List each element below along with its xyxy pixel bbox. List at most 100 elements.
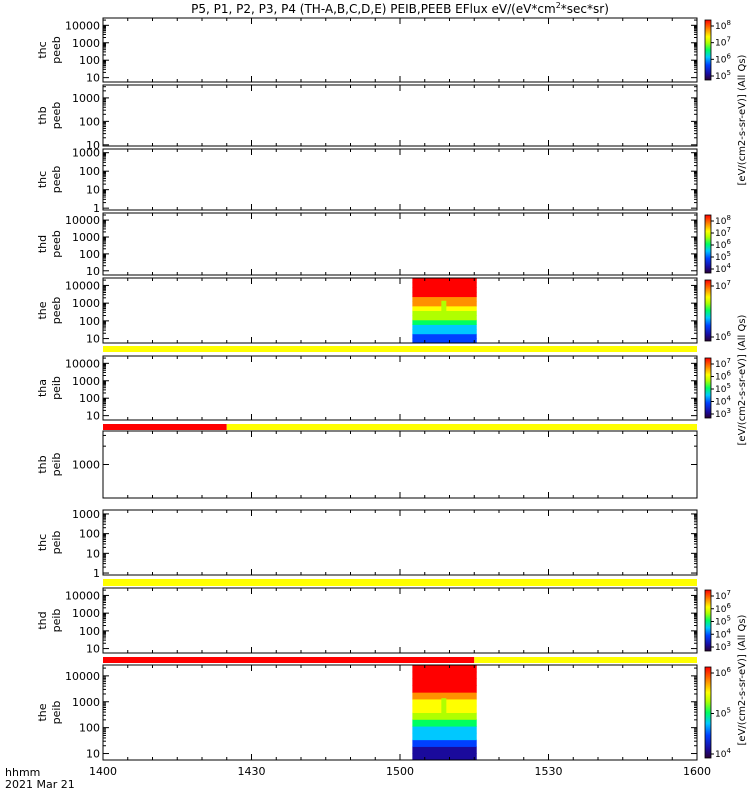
- probe-label: the: [36, 703, 49, 721]
- colorbar-tick-label: 103: [715, 640, 731, 653]
- plot-frame: [102, 509, 698, 576]
- spectrogram-cell: [412, 739, 477, 747]
- y-tick-label: 100: [79, 528, 100, 541]
- colorbar-tick-label: 106: [715, 370, 731, 383]
- spectrogram-cell: [412, 278, 477, 284]
- colorbar-tick-label: 107: [715, 357, 731, 370]
- spectrogram-cell: [412, 333, 477, 339]
- y-tick-label: 1: [93, 567, 100, 580]
- status-bar-segment: [103, 657, 475, 663]
- status-bar-segment: [103, 579, 697, 586]
- spectrogram-cell: [412, 685, 477, 693]
- colorbar: [704, 279, 712, 342]
- spectrogram-cell: [412, 678, 477, 686]
- colorbar-tick-label: 105: [715, 615, 731, 628]
- status-bar-segment: [103, 424, 227, 430]
- y-tick-label: 10000: [65, 589, 100, 602]
- spectrogram-cell: [412, 671, 477, 680]
- colorbar: [704, 19, 712, 81]
- y-tick-label: 1: [93, 202, 100, 215]
- y-tick-label: 100: [79, 722, 100, 735]
- probe-label: thc: [36, 171, 49, 188]
- y-tick-label: 10: [86, 265, 100, 278]
- plot-frame: [102, 664, 698, 761]
- y-tick-label: 1000: [72, 508, 100, 521]
- instrument-label: peib: [50, 453, 63, 477]
- spectrogram-cell: [412, 746, 477, 754]
- chart-title: P5, P1, P2, P3, P4 (TH-A,B,C,D,E) PEIB,P…: [191, 1, 609, 16]
- x-tick-label: 1430: [238, 765, 266, 778]
- y-tick-label: 1000: [72, 92, 100, 105]
- colorbar-tick-label: 103: [715, 407, 731, 420]
- colorbar-tick-label: 104: [715, 627, 731, 640]
- y-tick-label: 10: [86, 333, 100, 346]
- colorbar: [704, 357, 712, 419]
- y-tick-label: 1000: [72, 231, 100, 244]
- colorbar: [704, 666, 712, 759]
- instrument-label: peib: [50, 376, 63, 400]
- date-label: 2021 Mar 21: [5, 778, 75, 791]
- colorbar-tick-label: 107: [715, 279, 731, 292]
- colorbar-tick-label: 108: [715, 19, 731, 32]
- panel-thc-peeb: 10000 1000 100 10 thc peeb 108 107 106 105: [36, 17, 731, 85]
- y-tick-label: 100: [79, 54, 100, 67]
- probe-label: thc: [36, 534, 49, 551]
- panel-thb-peib: 1000 thb peib: [36, 430, 698, 499]
- y-tick-label: 10000: [65, 214, 100, 227]
- plot-frame: [102, 587, 698, 654]
- y-tick-label: 10000: [65, 279, 100, 292]
- colorbar-tick-label: 106: [715, 330, 731, 343]
- plot-frame: [102, 355, 698, 421]
- panel-the-peib: 10000 1000 100 10 the peib 106 105 104: [36, 664, 731, 761]
- colorbar-tick-label: 107: [715, 589, 731, 602]
- colorbar-label-middle: [eV/(cm2-s-sr-eV)] (All Qs): [737, 314, 748, 445]
- y-tick-label: 10: [86, 410, 100, 423]
- probe-label: tha: [36, 379, 49, 397]
- spectrogram-cell: [412, 338, 477, 344]
- y-tick-label: 1000: [72, 459, 100, 472]
- instrument-label: peib: [50, 609, 63, 633]
- y-tick-label: 10: [86, 748, 100, 761]
- y-tick-label: 1000: [72, 696, 100, 709]
- colorbar-tick-label: 105: [715, 382, 731, 395]
- y-tick-label: 100: [79, 315, 100, 328]
- y-tick-label: 10000: [65, 357, 100, 370]
- spectrogram-cell: [412, 753, 477, 761]
- colorbar-tick-label: 105: [715, 707, 731, 720]
- y-tick-label: 1000: [72, 147, 100, 160]
- y-tick-label: 1000: [72, 375, 100, 388]
- spectrogram-cell: [412, 719, 477, 727]
- probe-label: thb: [36, 455, 49, 473]
- panel-the-peeb: 10000 1000 100 10 the peeb 107 106: [36, 277, 731, 352]
- colorbar-tick-label: 108: [715, 214, 731, 227]
- instrument-label: peeb: [50, 166, 63, 194]
- y-tick-label: 10000: [65, 670, 100, 683]
- status-bar-segment: [474, 657, 697, 663]
- spectrogram-cell: [412, 692, 477, 700]
- spectrogram-cell: [412, 296, 477, 302]
- probe-label: thb: [36, 106, 49, 124]
- y-tick-label: 10: [86, 139, 100, 152]
- panel-thc-peeb: 1000 100 10 1 thc peeb: [36, 147, 698, 215]
- spectrogram-cell: [412, 665, 477, 673]
- plot-frame: [102, 148, 698, 211]
- spectrogram-cell: [412, 324, 477, 330]
- colorbar-label-top: [eV/(cm2-s-sr-eV)] (All Qs): [737, 54, 748, 185]
- spectrogram-cell: [412, 287, 477, 293]
- y-tick-label: 100: [79, 625, 100, 638]
- y-tick-label: 1000: [72, 37, 100, 50]
- colorbar: [704, 214, 712, 274]
- colorbar-tick-label: 104: [715, 395, 731, 408]
- colorbar-tick-label: 107: [715, 226, 731, 239]
- probe-label: thc: [36, 41, 49, 58]
- colorbar-tick-label: 104: [715, 747, 731, 760]
- spectrogram-cell: [412, 319, 477, 325]
- x-tick-label: 1500: [386, 765, 414, 778]
- spectrogram-cell: [412, 291, 477, 298]
- spectrogram-cell: [412, 315, 477, 321]
- y-tick-label: 10: [86, 184, 100, 197]
- spectrogram-cell: [412, 282, 477, 288]
